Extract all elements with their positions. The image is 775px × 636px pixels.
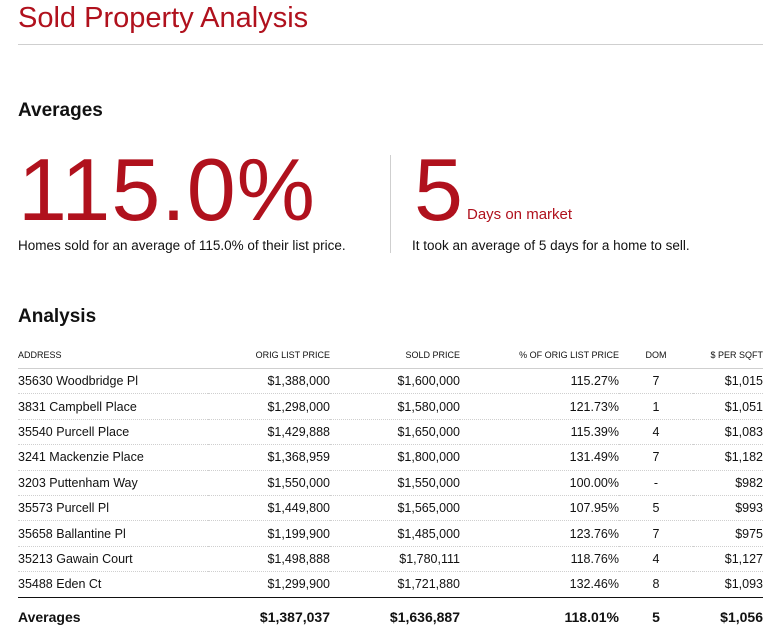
cell-per-sqft: $1,093 — [693, 571, 763, 598]
cell-dom: 8 — [619, 571, 693, 598]
cell-orig-list-price: $1,550,000 — [208, 470, 330, 496]
avg-days-on-market-value: 5 — [414, 140, 464, 239]
cell-pct-of-orig: 100.00% — [460, 470, 619, 496]
cell-sold-price: $1,600,000 — [330, 368, 460, 395]
cell-sold-price: $1,580,000 — [330, 393, 460, 420]
column-header-dom: DOM — [619, 342, 693, 369]
avg-pct-of-orig: 118.01% — [460, 596, 619, 636]
column-header-sold-price: SOLD PRICE — [330, 342, 460, 369]
cell-per-sqft: $1,083 — [693, 419, 763, 446]
cell-address: 35573 Purcell Pl — [18, 495, 208, 522]
cell-sold-price: $1,800,000 — [330, 444, 460, 471]
cell-pct-of-orig: 123.76% — [460, 520, 619, 547]
table-row: 35488 Eden Ct $1,299,900 $1,721,880 132.… — [18, 571, 763, 598]
cell-sold-price: $1,650,000 — [330, 419, 460, 446]
cell-dom: 7 — [619, 520, 693, 547]
table-row: 35213 Gawain Court $1,498,888 $1,780,111… — [18, 546, 763, 573]
cell-address: 35630 Woodbridge Pl — [18, 368, 208, 395]
avg-days-on-market-description: It took an average of 5 days for a home … — [412, 238, 690, 253]
title-divider — [18, 44, 763, 45]
cell-pct-of-orig: 115.39% — [460, 419, 619, 446]
cell-pct-of-orig: 107.95% — [460, 495, 619, 522]
avg-orig-list-price: $1,387,037 — [208, 596, 330, 636]
cell-per-sqft: $993 — [693, 495, 763, 522]
table-header-row: ADDRESS ORIG LIST PRICE SOLD PRICE % OF … — [18, 342, 763, 369]
analysis-table: ADDRESS ORIG LIST PRICE SOLD PRICE % OF … — [18, 342, 763, 636]
column-header-address: ADDRESS — [18, 342, 208, 369]
cell-sold-price: $1,721,880 — [330, 571, 460, 598]
cell-dom: 4 — [619, 546, 693, 573]
cell-orig-list-price: $1,199,900 — [208, 520, 330, 547]
table-row: 35540 Purcell Place $1,429,888 $1,650,00… — [18, 419, 763, 446]
cell-address: 3203 Puttenham Way — [18, 470, 208, 496]
cell-sold-price: $1,485,000 — [330, 520, 460, 547]
cell-address: 35488 Eden Ct — [18, 571, 208, 598]
avg-per-sqft: $1,056 — [693, 596, 763, 636]
table-row: 35573 Purcell Pl $1,449,800 $1,565,000 1… — [18, 495, 763, 522]
cell-sold-price: $1,550,000 — [330, 470, 460, 496]
table-row: 35630 Woodbridge Pl $1,388,000 $1,600,00… — [18, 368, 763, 395]
table-row: 3241 Mackenzie Place $1,368,959 $1,800,0… — [18, 444, 763, 471]
cell-address: 3241 Mackenzie Place — [18, 444, 208, 471]
cell-pct-of-orig: 118.76% — [460, 546, 619, 573]
table-row: 3203 Puttenham Way $1,550,000 $1,550,000… — [18, 470, 763, 496]
cell-orig-list-price: $1,388,000 — [208, 368, 330, 395]
cell-address: 35540 Purcell Place — [18, 419, 208, 446]
cell-per-sqft: $1,015 — [693, 368, 763, 395]
table-row: 35658 Ballantine Pl $1,199,900 $1,485,00… — [18, 520, 763, 547]
averages-row-label: Averages — [18, 596, 208, 636]
cell-orig-list-price: $1,368,959 — [208, 444, 330, 471]
cell-dom: 1 — [619, 393, 693, 420]
stats-divider — [390, 155, 391, 253]
column-header-orig-list-price: ORIG LIST PRICE — [208, 342, 330, 369]
cell-per-sqft: $982 — [693, 470, 763, 496]
page-title: Sold Property Analysis — [18, 2, 309, 34]
cell-dom: - — [619, 470, 693, 496]
avg-sold-price: $1,636,887 — [330, 596, 460, 636]
cell-per-sqft: $1,182 — [693, 444, 763, 471]
column-header-pct-of-orig: % OF ORIG LIST PRICE — [460, 342, 619, 369]
avg-days-on-market-unit: Days on market — [467, 206, 573, 223]
analysis-heading: Analysis — [18, 306, 97, 327]
cell-orig-list-price: $1,429,888 — [208, 419, 330, 446]
averages-row: Averages $1,387,037 $1,636,887 118.01% 5… — [18, 596, 763, 636]
avg-list-price-pct-value: 115.0% — [18, 140, 316, 239]
cell-sold-price: $1,565,000 — [330, 495, 460, 522]
cell-orig-list-price: $1,498,888 — [208, 546, 330, 573]
table-row: 3831 Campbell Place $1,298,000 $1,580,00… — [18, 393, 763, 420]
avg-list-price-pct-description: Homes sold for an average of 115.0% of t… — [18, 238, 346, 253]
cell-address: 3831 Campbell Place — [18, 393, 208, 420]
cell-sold-price: $1,780,111 — [330, 546, 460, 573]
cell-pct-of-orig: 132.46% — [460, 571, 619, 598]
cell-per-sqft: $1,051 — [693, 393, 763, 420]
cell-dom: 5 — [619, 495, 693, 522]
cell-orig-list-price: $1,299,900 — [208, 571, 330, 598]
cell-dom: 7 — [619, 368, 693, 395]
cell-dom: 7 — [619, 444, 693, 471]
column-header-per-sqft: $ PER SQFT — [693, 342, 763, 369]
avg-dom: 5 — [619, 596, 693, 636]
cell-orig-list-price: $1,298,000 — [208, 393, 330, 420]
cell-orig-list-price: $1,449,800 — [208, 495, 330, 522]
cell-per-sqft: $1,127 — [693, 546, 763, 573]
cell-pct-of-orig: 115.27% — [460, 368, 619, 395]
cell-address: 35658 Ballantine Pl — [18, 520, 208, 547]
cell-pct-of-orig: 121.73% — [460, 393, 619, 420]
cell-dom: 4 — [619, 419, 693, 446]
cell-pct-of-orig: 131.49% — [460, 444, 619, 471]
averages-heading: Averages — [18, 100, 103, 121]
cell-per-sqft: $975 — [693, 520, 763, 547]
cell-address: 35213 Gawain Court — [18, 546, 208, 573]
